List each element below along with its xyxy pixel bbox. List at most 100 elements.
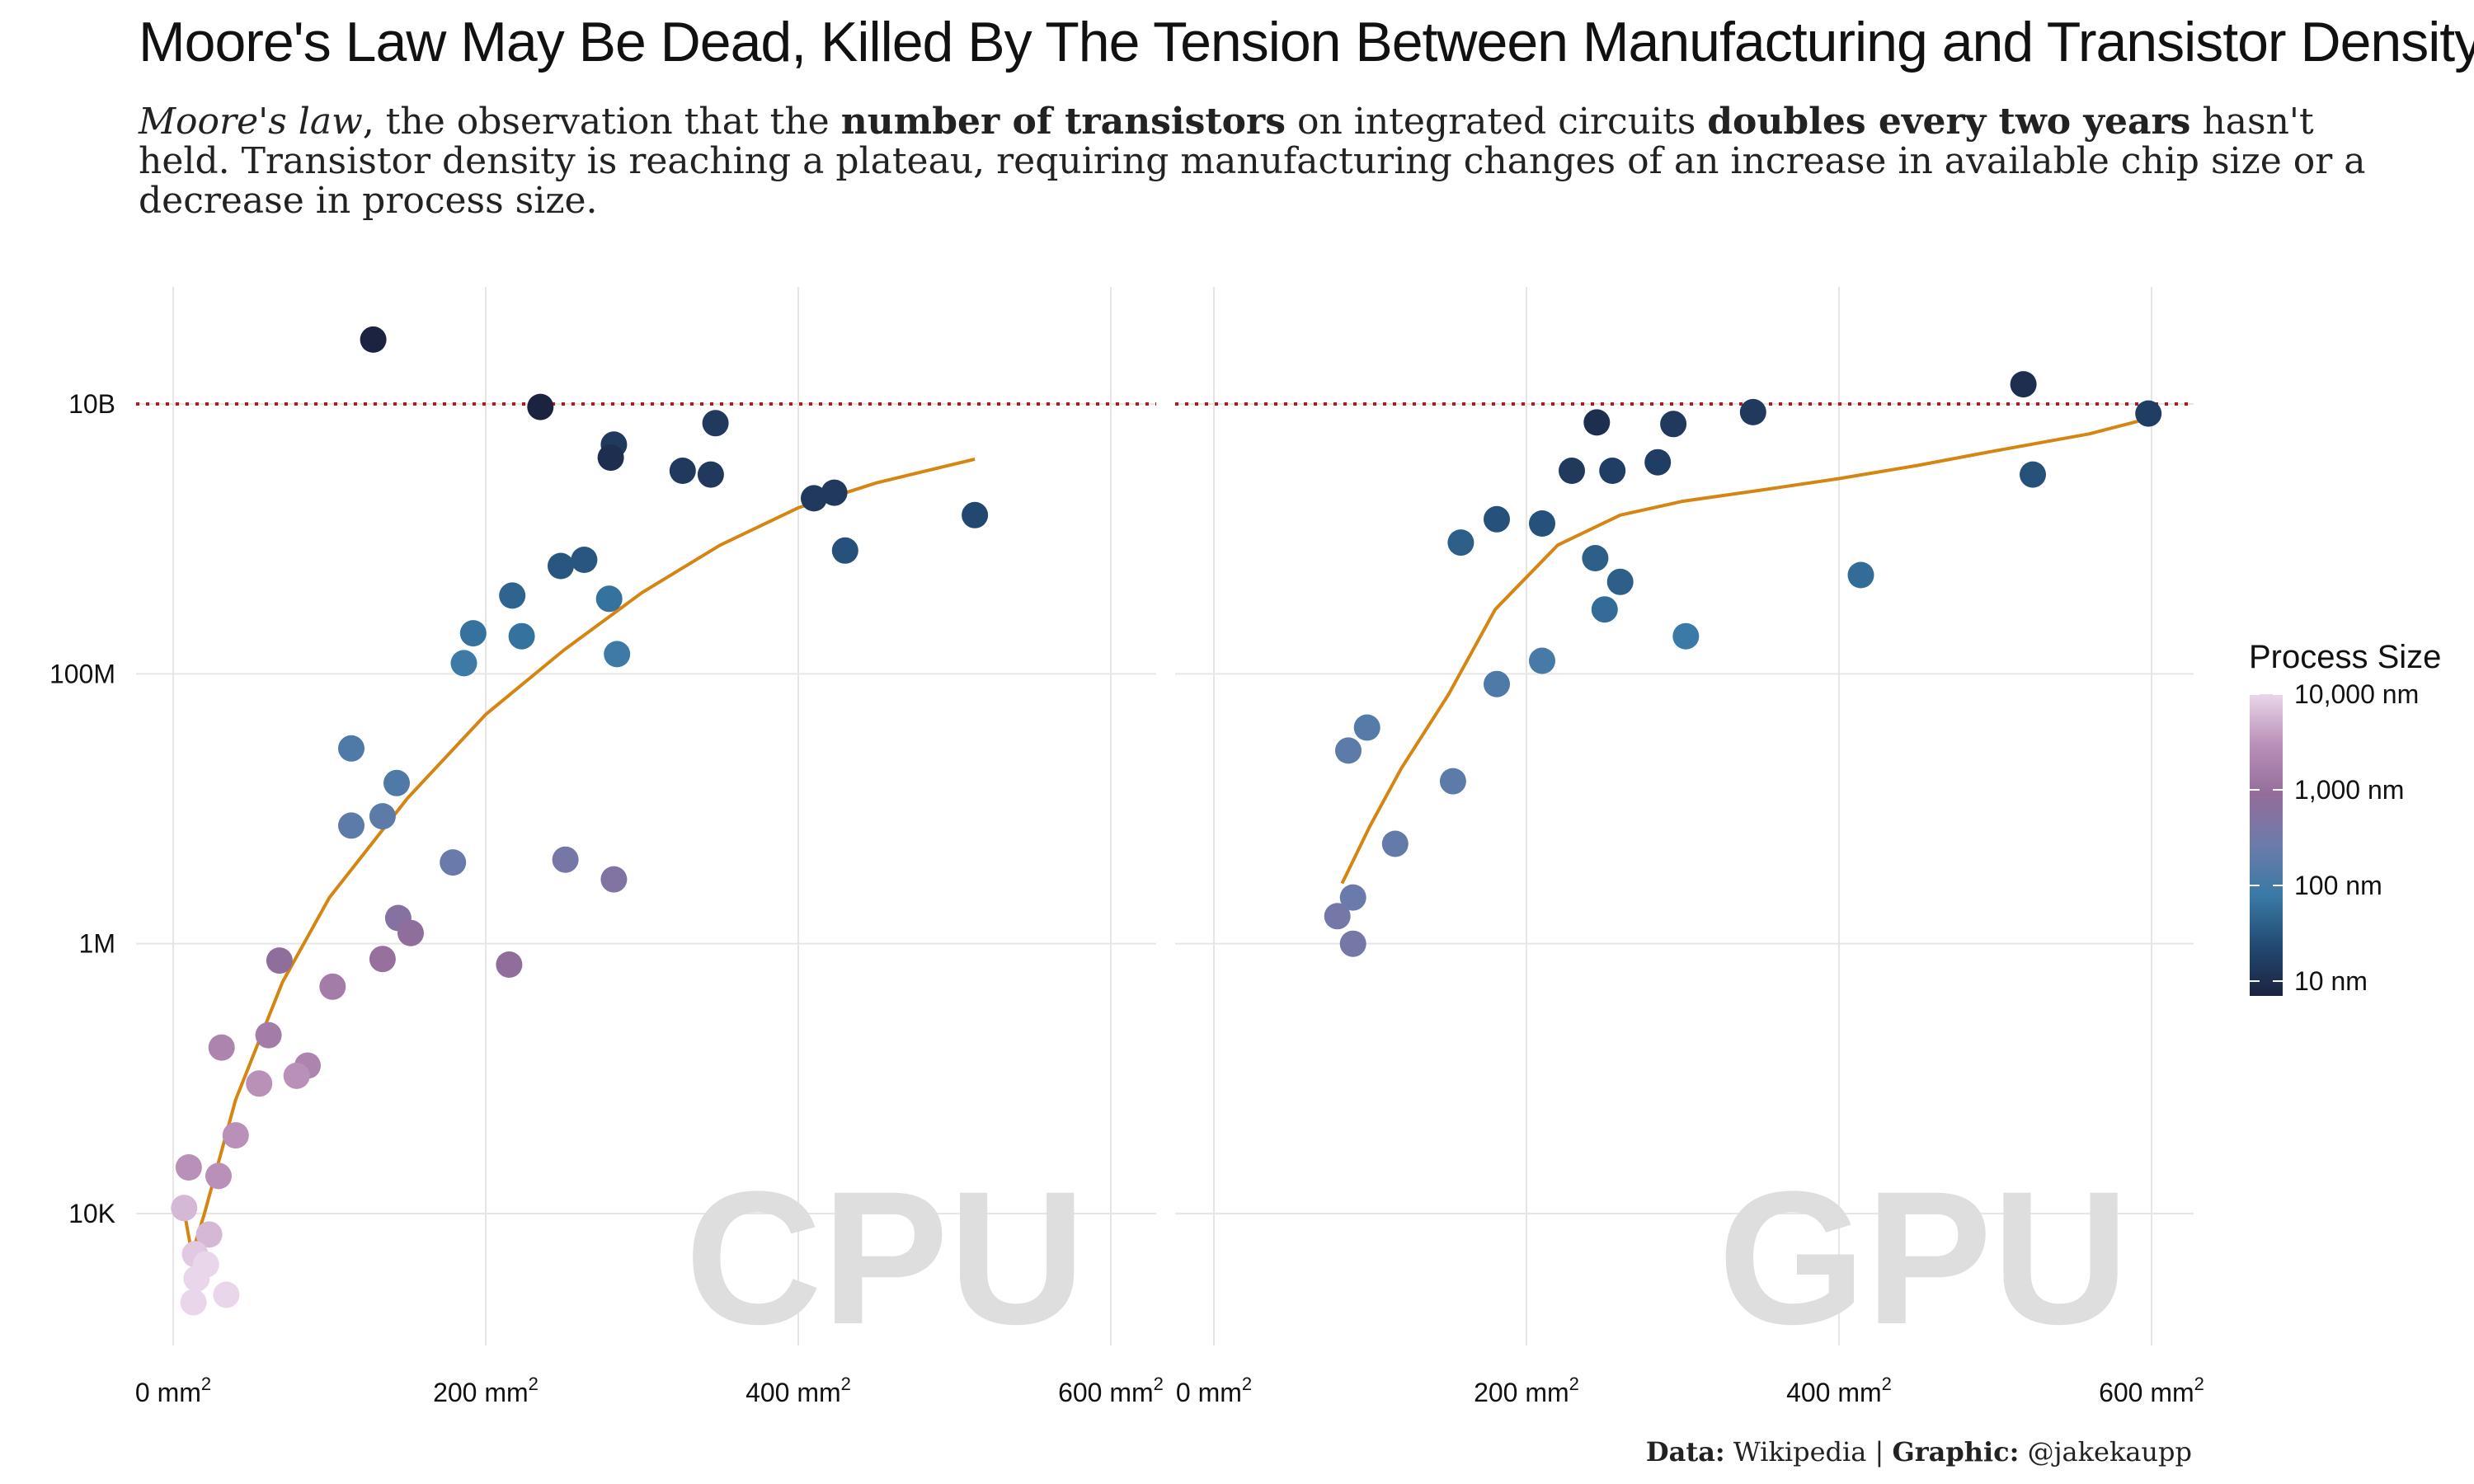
x-tick-number: 200 mm [433,1378,529,1407]
data-point [831,537,858,564]
panel-watermark: GPU [1718,1152,2128,1364]
data-point [171,1195,198,1222]
subtitle-segment: on integrated circuits [1285,101,1708,143]
x-axis: 0 mm2 200 mm2 400 mm2 600 mm2 [135,1374,1164,1407]
trend-line [1340,416,2149,885]
data-point [1339,930,1366,957]
data-point [450,650,477,677]
legend-title: Process Size [2249,639,2441,675]
x-tick-number: 200 mm [1474,1378,1569,1407]
data-point [195,1221,223,1248]
points [1324,371,2162,957]
data-point [360,326,387,353]
subtitle-segment: hasn't held. Transistor density is reach… [139,101,2366,222]
data-point [1529,647,1555,674]
data-point [246,1070,273,1097]
data-point [213,1281,240,1308]
subtitle-segment: number of transistors [840,101,1286,143]
x-tick-label: 0 mm2 [135,1374,211,1407]
legend-label: 100 nm [2294,871,2382,900]
data-point [266,947,293,974]
data-point [1847,561,1874,589]
data-point [821,479,848,506]
data-point [1559,458,1585,484]
data-point [1484,505,1510,533]
x-tick-superscript: 2 [1882,1374,1892,1394]
data-point [369,946,396,973]
data-point [1583,409,1611,436]
data-point [1324,903,1351,930]
data-point [397,919,424,946]
points [171,326,989,1316]
data-point [962,501,989,528]
data-point [383,769,410,796]
data-point [1606,568,1634,595]
data-point [1591,596,1618,623]
data-point [369,803,396,830]
data-point [1739,398,1766,425]
x-tick-label: 600 mm2 [1058,1374,1164,1407]
data-point [1529,510,1555,537]
legend-label: 10,000 nm [2294,679,2419,709]
caption-graphic-label: Graphic: [1892,1436,2020,1468]
x-tick-label: 400 mm2 [745,1374,851,1407]
grid [136,287,1156,1345]
subtitle-segment: doubles every two years [1707,101,2191,143]
x-tick-superscript: 2 [1242,1374,1252,1394]
chart-subtitle: Moore's law, the observation that the nu… [139,102,2382,221]
legend-colorbar [2250,694,2283,996]
data-point [552,846,579,873]
data-point [1660,411,1687,438]
data-point [208,1034,235,1061]
x-tick-superscript: 2 [841,1374,851,1394]
x-tick-number: 400 mm [745,1378,841,1407]
data-point [205,1162,232,1190]
data-point [571,547,598,573]
data-point [1335,737,1362,764]
data-point [595,585,623,613]
x-tick-label: 200 mm2 [1474,1374,1579,1407]
subtitle-segment: , the observation that the [362,101,841,143]
data-point [2010,371,2037,398]
x-tick-label: 0 mm2 [1176,1374,1252,1407]
caption-data-value: Wikipedia [1733,1436,1867,1468]
data-point [1353,714,1380,741]
data-point [183,1265,210,1292]
y-tick-label: 10B [68,389,115,419]
data-point [548,552,574,580]
data-point [600,866,628,893]
caption: Data: Wikipedia | Graphic: @jakekaupp [1646,1436,2192,1468]
x-tick-number: 0 mm [135,1378,201,1407]
data-point [459,620,487,647]
data-point [496,951,523,978]
chart-title: Moore's Law May Be Dead, Killed By The T… [139,11,2474,73]
y-axis: 10K 1M 100M 10B [49,389,115,1228]
x-tick-label: 200 mm2 [433,1374,539,1407]
data-point [180,1289,207,1316]
data-point [697,461,724,488]
data-point [669,458,696,484]
x-tick-label: 600 mm2 [2099,1374,2204,1407]
legend-label: 10 nm [2294,966,2368,996]
data-point [1381,830,1409,857]
data-point [338,735,365,762]
data-point [1339,884,1366,911]
data-point [319,973,346,1000]
data-point [1644,448,1672,476]
x-tick-number: 0 mm [1176,1378,1242,1407]
data-point [597,444,624,472]
panel-watermark: CPU [685,1152,1086,1364]
data-point [283,1062,310,1089]
data-point [2020,461,2046,488]
data-point [527,393,554,420]
y-tick-label: 1M [79,929,115,959]
legend-label: 1,000 nm [2294,775,2404,805]
data-point [1599,458,1626,484]
data-point [801,485,827,512]
data-point [1582,545,1609,571]
x-tick-superscript: 2 [2194,1374,2204,1394]
x-axis: 0 mm2 200 mm2 400 mm2 600 mm2 [1176,1374,2204,1407]
data-point [1484,670,1510,697]
